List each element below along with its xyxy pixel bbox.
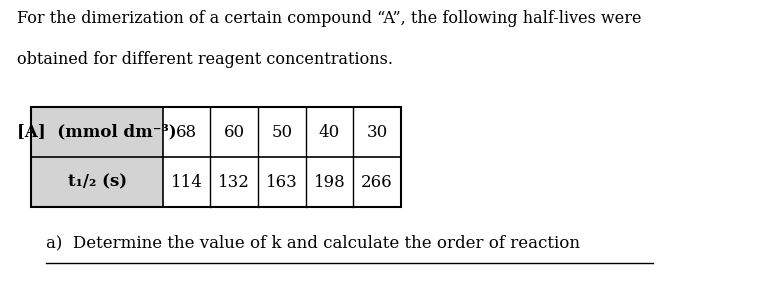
FancyBboxPatch shape — [31, 157, 163, 207]
Text: For the dimerization of a certain compound “A”, the following half-lives were: For the dimerization of a certain compou… — [18, 10, 642, 27]
Text: 163: 163 — [266, 174, 298, 191]
Text: 266: 266 — [361, 174, 393, 191]
FancyBboxPatch shape — [31, 107, 163, 157]
Text: 30: 30 — [366, 124, 387, 141]
Text: 50: 50 — [271, 124, 292, 141]
Text: t₁/₂ (s): t₁/₂ (s) — [68, 174, 126, 191]
Text: 198: 198 — [314, 174, 345, 191]
Text: 114: 114 — [170, 174, 202, 191]
Text: 40: 40 — [319, 124, 340, 141]
Text: obtained for different reagent concentrations.: obtained for different reagent concentra… — [18, 51, 393, 69]
Text: [A]  (mmol dm⁻³): [A] (mmol dm⁻³) — [18, 124, 177, 141]
Text: 68: 68 — [176, 124, 197, 141]
Text: 60: 60 — [224, 124, 245, 141]
Text: 132: 132 — [218, 174, 250, 191]
Text: a)  Determine the value of k and calculate the order of reaction: a) Determine the value of k and calculat… — [46, 235, 580, 252]
